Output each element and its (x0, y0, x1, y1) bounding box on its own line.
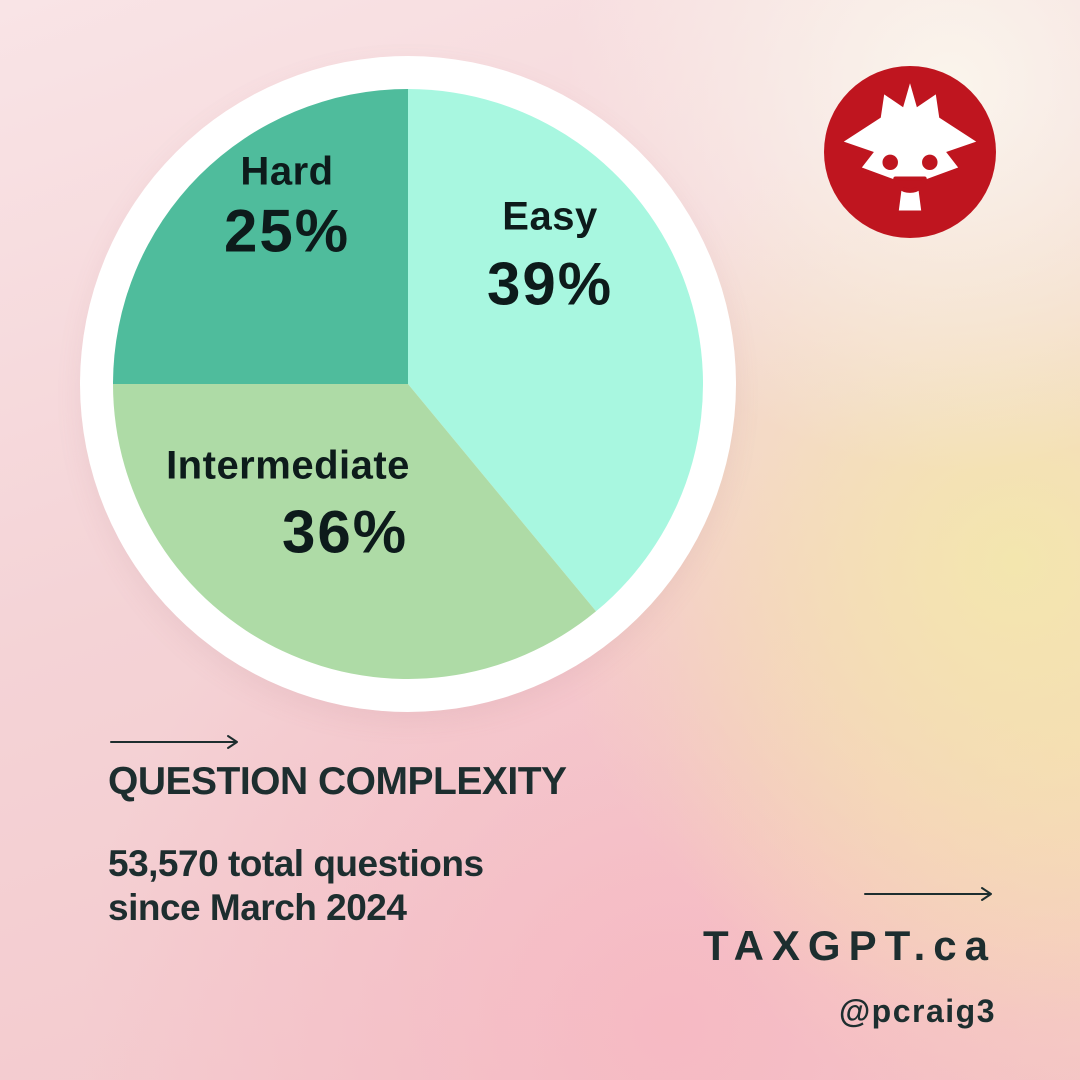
pie-slice-easy (408, 89, 703, 612)
arrow-right-icon (864, 887, 992, 901)
social-handle: @pcraig3 (838, 993, 996, 1029)
pie-slice-hard (113, 89, 408, 384)
arrow-right-icon (110, 735, 238, 749)
smile-icon (893, 176, 927, 193)
total-questions-line1: 53,570 total questions (108, 843, 484, 884)
right-eye-icon (922, 154, 938, 171)
total-questions-text: 53,570 total questions since March 2024 (108, 842, 484, 931)
slice-value-easy: 39% (486, 250, 614, 318)
slice-value-intermediate: 36% (281, 498, 409, 566)
site-url: TAXGPT.ca (703, 922, 996, 969)
slice-label-hard: Hard (240, 149, 334, 194)
slice-label-intermediate: Intermediate (166, 443, 410, 488)
slice-label-easy: Easy (502, 194, 598, 239)
pie-svg (113, 89, 703, 679)
slice-value-hard: 25% (223, 197, 351, 265)
taxgpt-logo (824, 66, 996, 238)
total-questions-line2: since March 2024 (108, 887, 407, 929)
left-eye-icon (882, 154, 898, 171)
chart-title: QUESTION COMPLEXITY (108, 760, 567, 803)
pie-slice-intermediate (113, 384, 597, 679)
maple-leaf-icon (843, 83, 977, 211)
